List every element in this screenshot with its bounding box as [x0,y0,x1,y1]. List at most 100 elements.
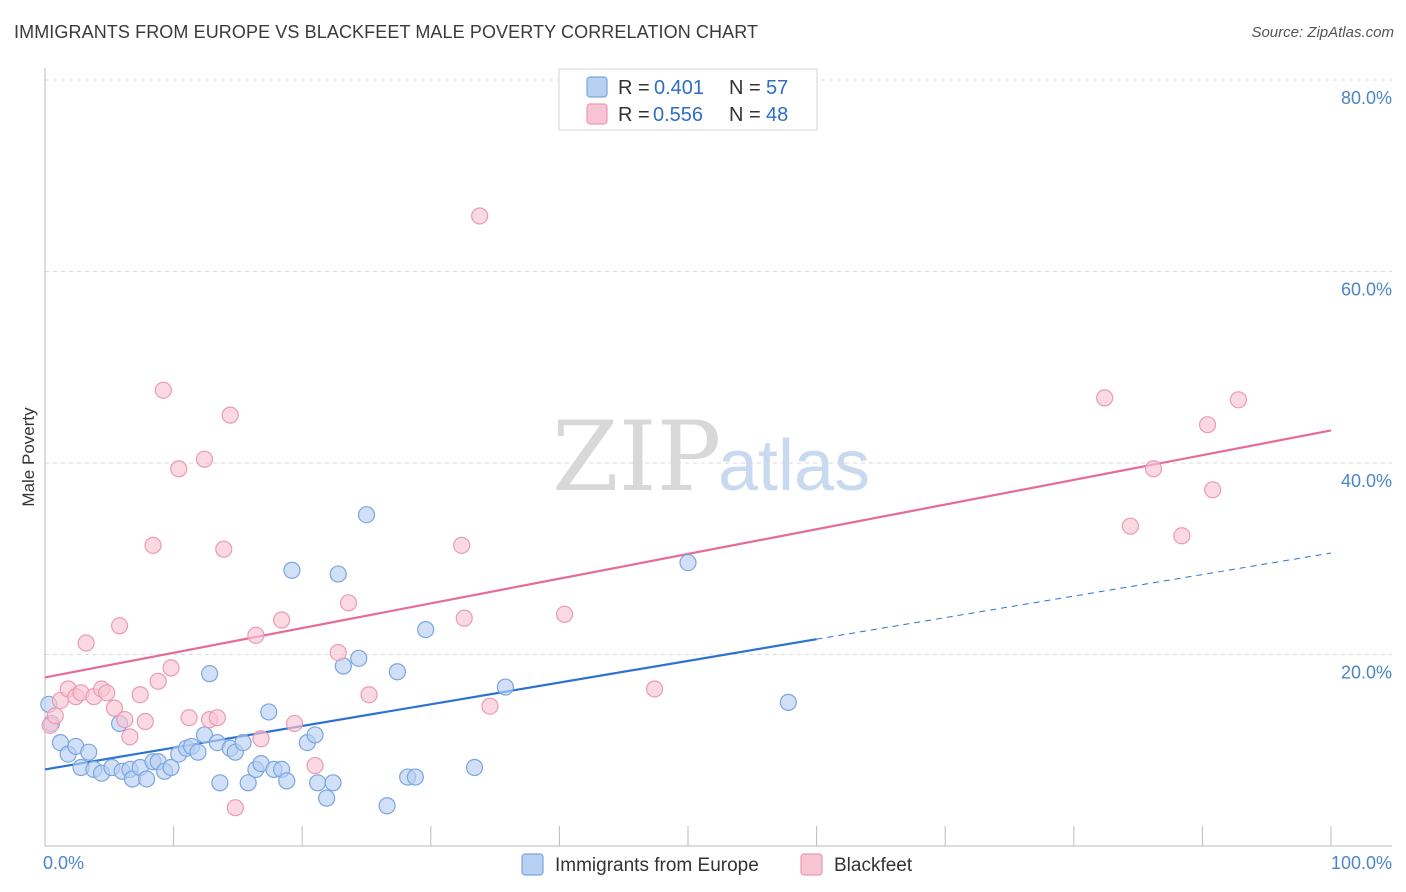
data-points [40,207,1248,817]
point-blue-47 [357,506,376,524]
point-pink-17 [149,672,167,690]
point-pink-28 [247,626,265,644]
point-pink-14 [131,686,149,704]
series-legend-swatch-blue [521,853,544,876]
x-tick-label-min: 0.0% [43,853,84,873]
legend-n-value-2: 48 [766,104,788,126]
point-blue-56 [779,693,797,711]
legend-n-label-1: N = [729,77,761,99]
point-pink-1 [46,707,64,725]
point-blue-31 [239,774,257,792]
point-pink-26 [221,406,239,424]
point-pink-21 [180,709,198,727]
point-pink-38 [471,207,489,225]
point-pink-27 [226,799,244,817]
point-pink-37 [455,609,473,627]
y-tick-labels: 20.0% 40.0% 60.0% 80.0% [1341,88,1392,683]
point-blue-24 [195,726,214,744]
point-blue-25 [201,665,219,683]
point-blue-38 [283,561,301,579]
point-blue-46 [350,649,368,667]
legend-r-label-2: R = [618,104,650,126]
legend-r-value-2: 0.556 [653,104,703,126]
legend-swatch-blue [586,76,608,98]
point-pink-9 [98,684,116,702]
point-blue-55 [679,553,697,572]
legend-r-label-1: R = [618,77,650,99]
point-pink-41 [645,680,664,698]
point-pink-30 [273,611,291,629]
point-pink-20 [170,460,188,478]
point-pink-6 [77,634,95,652]
point-pink-44 [1144,460,1163,478]
point-pink-29 [252,730,270,748]
point-pink-33 [329,643,347,662]
point-blue-23 [189,743,207,761]
point-pink-19 [162,659,180,677]
point-pink-13 [121,728,139,746]
point-pink-31 [285,714,304,733]
point-blue-27 [211,774,229,792]
legend-r-value-1: 0.401 [654,77,704,99]
series-legend: Immigrants from Europe Blackfeet [521,853,913,876]
point-pink-16 [144,536,162,554]
point-blue-37 [278,772,296,790]
point-pink-10 [105,699,124,717]
point-pink-25 [215,540,233,558]
y-axis-title: Male Poverty [19,407,38,507]
point-pink-43 [1121,517,1139,535]
point-pink-12 [116,711,134,729]
point-blue-48 [378,797,396,815]
point-pink-32 [306,756,324,775]
y-tick-label-80: 80.0% [1341,88,1392,108]
point-blue-6 [80,743,98,761]
trend-line-blue [44,638,817,771]
point-blue-19 [162,758,180,777]
series-legend-label-blue: Immigrants from Europe [555,855,759,876]
point-blue-41 [309,774,327,792]
trend-line-blue-extension [816,552,1332,640]
point-pink-34 [339,594,358,612]
watermark-zip: ZIP [552,401,721,513]
series-legend-swatch-pink [800,853,823,876]
point-blue-51 [406,768,424,786]
point-pink-46 [1198,416,1217,434]
point-blue-54 [496,678,514,696]
grid-lines [45,79,1392,655]
point-blue-34 [260,703,278,721]
point-pink-39 [481,697,499,715]
point-blue-52 [417,621,435,639]
point-blue-30 [234,733,252,752]
point-pink-35 [360,686,378,704]
watermark-atlas: atlas [718,426,870,506]
point-blue-53 [465,758,484,777]
x-tick-label-max: 100.0% [1331,853,1392,873]
point-pink-40 [555,605,574,623]
y-tick-label-20: 20.0% [1341,663,1392,683]
x-ticks [44,826,1332,846]
point-pink-18 [154,381,172,399]
axes [44,68,1392,847]
point-pink-36 [453,536,471,554]
stats-legend: R = 0.401 N = 57 R = 0.556 N = 48 [558,68,818,131]
legend-swatch-pink [586,103,608,125]
x-tick-labels: 0.0% 100.0% [43,853,1392,873]
y-tick-label-60: 60.0% [1341,280,1392,300]
point-pink-45 [1173,527,1191,545]
chart-source: Source: ZipAtlas.com [1251,24,1394,41]
series-legend-label-pink: Blackfeet [834,855,913,876]
series-pink-points [41,207,1248,817]
legend-n-label-2: N = [729,104,761,126]
point-blue-49 [388,663,406,681]
watermark: ZIP atlas [552,401,870,513]
series-blue-points [40,506,797,815]
point-pink-42 [1096,389,1114,407]
point-pink-15 [136,712,154,731]
point-pink-24 [208,709,226,727]
point-blue-40 [306,726,324,744]
point-pink-22 [195,450,214,468]
point-blue-15 [137,770,156,788]
y-tick-label-40: 40.0% [1341,471,1392,491]
point-pink-47 [1204,481,1222,499]
